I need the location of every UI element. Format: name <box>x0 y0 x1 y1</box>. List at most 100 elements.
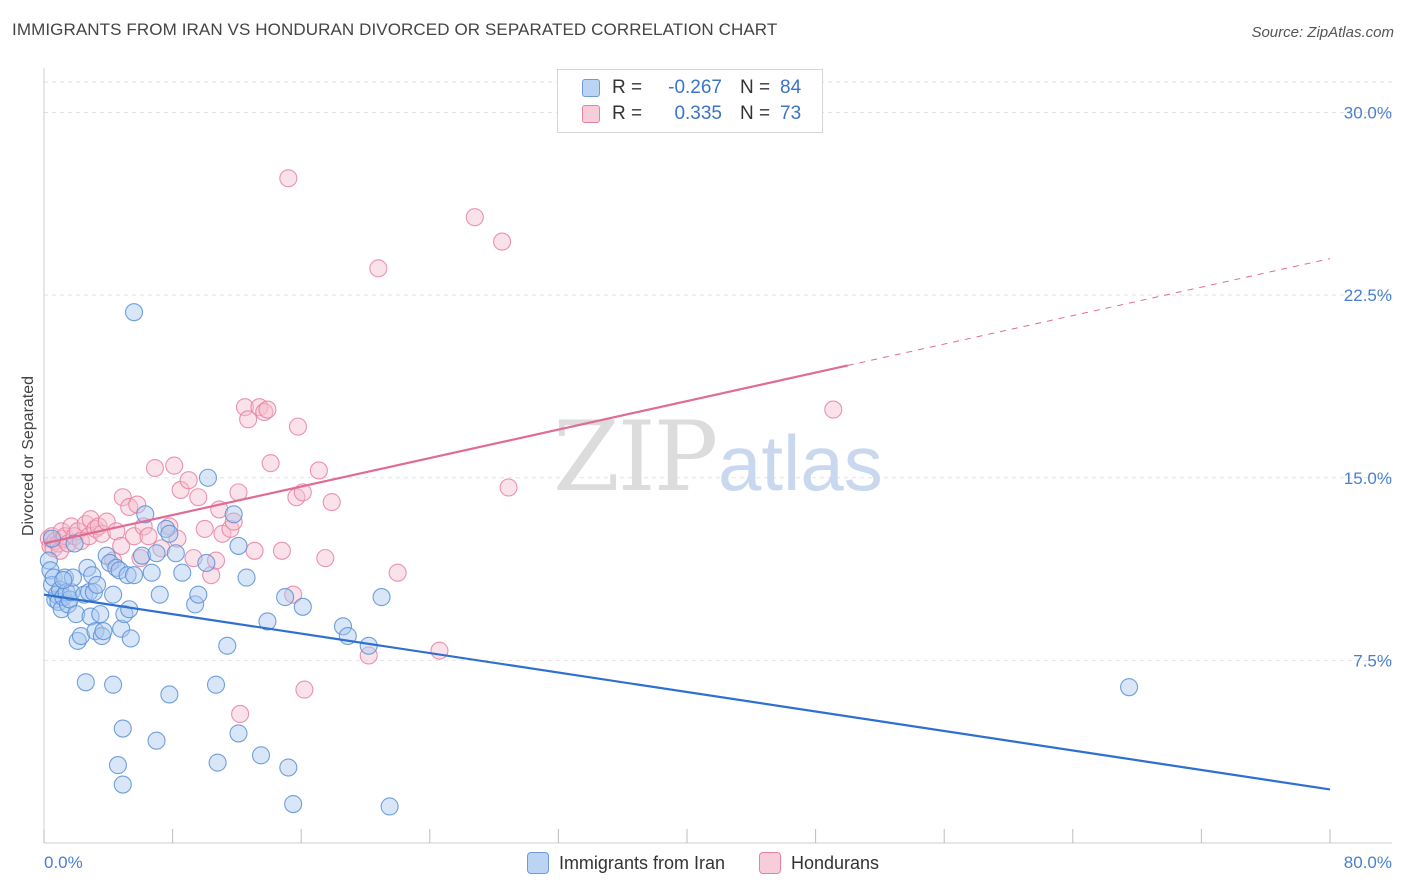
hondurans-point <box>309 461 328 480</box>
hondurans-point <box>239 410 258 429</box>
iran-point <box>113 775 132 794</box>
axes-layer <box>43 68 1392 844</box>
iran-point <box>251 746 271 765</box>
hondurans-point <box>189 488 208 507</box>
iran-point <box>147 544 166 563</box>
hondurans-point <box>493 232 512 251</box>
chart-title: IMMIGRANTS FROM IRAN VS HONDURAN DIVORCE… <box>12 20 778 39</box>
hondurans-point <box>824 400 843 419</box>
iran-point <box>186 595 205 614</box>
y-tick-label-3: 30.0% <box>1344 104 1392 123</box>
legend-r-label: R = <box>612 77 643 98</box>
legend-item-hondurans[interactable]: Hondurans <box>758 852 880 874</box>
hondurans-point <box>139 527 158 546</box>
legend-row-hondurans: R = 0.335 N = 73 <box>582 102 801 126</box>
watermark-atlas: atlas <box>718 419 883 507</box>
iran-point <box>380 797 399 816</box>
watermark: ZIP atlas <box>553 401 883 513</box>
iran-point <box>372 588 391 607</box>
iran-point <box>166 544 185 563</box>
iran-point <box>112 619 131 638</box>
legend-label-iran: Immigrants from Iran <box>558 852 725 873</box>
x-tick-label-max: 80.0% <box>1344 853 1392 872</box>
hondurans-point <box>224 512 243 531</box>
iran-point <box>276 588 295 607</box>
iran-point <box>293 597 312 616</box>
iran-point <box>208 753 227 772</box>
iran-point <box>229 724 248 743</box>
hondurans-point <box>179 471 198 490</box>
x-tick-label-min: 0.0% <box>44 853 83 872</box>
iran-point <box>67 605 86 624</box>
y-tick-label-0: 7.5% <box>1353 651 1392 670</box>
iran-point <box>54 570 73 590</box>
iran-points <box>39 303 1139 816</box>
legend-swatch-hondurans <box>758 852 781 874</box>
iran-point <box>107 558 126 577</box>
hondurans-point <box>195 519 214 538</box>
trend-lines <box>43 258 1331 791</box>
legend-item-iran[interactable]: Immigrants from Iran <box>526 852 725 874</box>
iran-point <box>258 612 277 631</box>
iran-point <box>284 794 303 814</box>
hondurans-point <box>295 680 314 699</box>
hondurans-point <box>124 527 144 546</box>
iran-point <box>160 524 179 543</box>
y-tick-labels: 7.5% 15.0% 22.5% 30.0% <box>1344 104 1392 671</box>
legend-swatch-hondurans <box>582 105 600 123</box>
legend-swatch-iran <box>582 79 600 97</box>
iran-point <box>229 536 248 555</box>
y-axis-label: Divorced or Separated <box>20 376 37 536</box>
hondurans-point <box>430 641 449 660</box>
iran-trend-line <box>43 593 1331 791</box>
iran-point <box>115 605 134 624</box>
hondurans-trend-extension <box>847 258 1331 366</box>
hondurans-point <box>152 539 171 558</box>
legend-swatch-iran <box>526 852 549 874</box>
iran-point <box>160 685 179 704</box>
legend-label-hondurans: Hondurans <box>790 852 880 873</box>
iran-point <box>173 563 192 582</box>
iran-point <box>121 629 140 648</box>
iran-point <box>124 566 144 585</box>
legend-r-label: R = <box>612 103 643 124</box>
iran-point <box>104 585 123 604</box>
y-tick-label-2: 22.5% <box>1344 286 1392 305</box>
iran-point <box>118 566 137 585</box>
series-legend: Immigrants from Iran Hondurans <box>0 852 1406 874</box>
iran-point <box>113 719 132 738</box>
iran-point <box>76 673 95 692</box>
iran-point <box>157 519 176 538</box>
hondurans-point <box>272 541 291 560</box>
iran-point <box>206 675 226 694</box>
hondurans-point <box>359 646 378 665</box>
hondurans-point <box>202 566 221 585</box>
legend-n-label: N = <box>740 103 771 124</box>
hondurans-point <box>499 478 518 497</box>
iran-point <box>1120 678 1139 697</box>
source-label: Source: ZipAtlas.com <box>1251 24 1394 41</box>
iran-point <box>91 605 110 624</box>
hondurans-point <box>245 541 264 560</box>
iran-point <box>71 626 91 646</box>
hondurans-point <box>255 402 274 422</box>
hondurans-point <box>316 549 335 568</box>
hondurans-point <box>231 704 250 723</box>
legend-r-value: -0.267 <box>668 77 722 98</box>
hondurans-point <box>388 563 407 582</box>
hondurans-point <box>258 400 277 419</box>
iran-point <box>224 505 243 524</box>
iran-point <box>333 617 353 636</box>
iran-point <box>198 468 218 487</box>
legend-n-value: 84 <box>780 77 802 98</box>
legend-n-value: 73 <box>780 103 802 124</box>
hondurans-point <box>279 169 298 188</box>
iran-point <box>65 534 84 553</box>
hondurans-point <box>165 456 184 475</box>
iran-point <box>237 568 256 587</box>
iran-point <box>147 731 166 750</box>
iran-point <box>108 756 127 775</box>
hondurans-point <box>322 493 341 512</box>
hondurans-trend-line <box>43 364 848 545</box>
